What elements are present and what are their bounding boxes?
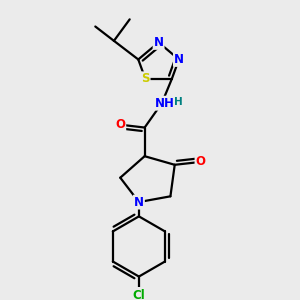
- Text: N: N: [174, 53, 184, 66]
- Text: N: N: [154, 36, 164, 49]
- Text: S: S: [141, 72, 150, 85]
- Text: O: O: [196, 155, 206, 168]
- Text: O: O: [115, 118, 125, 131]
- Text: NH: NH: [155, 97, 175, 110]
- Text: N: N: [134, 196, 144, 208]
- Text: H: H: [174, 97, 183, 107]
- Text: Cl: Cl: [133, 289, 145, 300]
